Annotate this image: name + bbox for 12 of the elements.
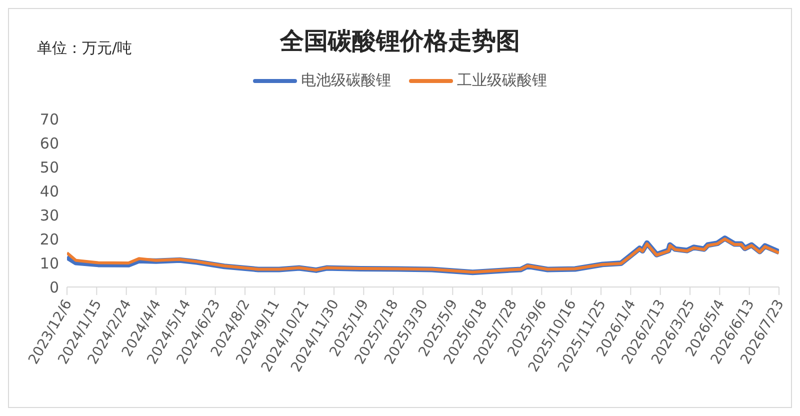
y-tick-label: 60	[40, 134, 59, 152]
y-axis-title: 单位：万元/吨	[37, 39, 132, 58]
legend-label: 电池级碳酸锂	[301, 71, 391, 90]
y-tick-label: 10	[40, 254, 59, 272]
legend-label: 工业级碳酸锂	[457, 71, 547, 90]
y-tick-label: 30	[40, 206, 59, 224]
y-tick-label: 0	[49, 278, 59, 296]
y-tick-label: 40	[40, 182, 59, 200]
chart-title: 全国碳酸锂价格走势图	[280, 26, 520, 55]
y-tick-label: 70	[40, 110, 59, 128]
y-tick-label: 50	[40, 158, 59, 176]
y-tick-label: 20	[40, 230, 59, 248]
